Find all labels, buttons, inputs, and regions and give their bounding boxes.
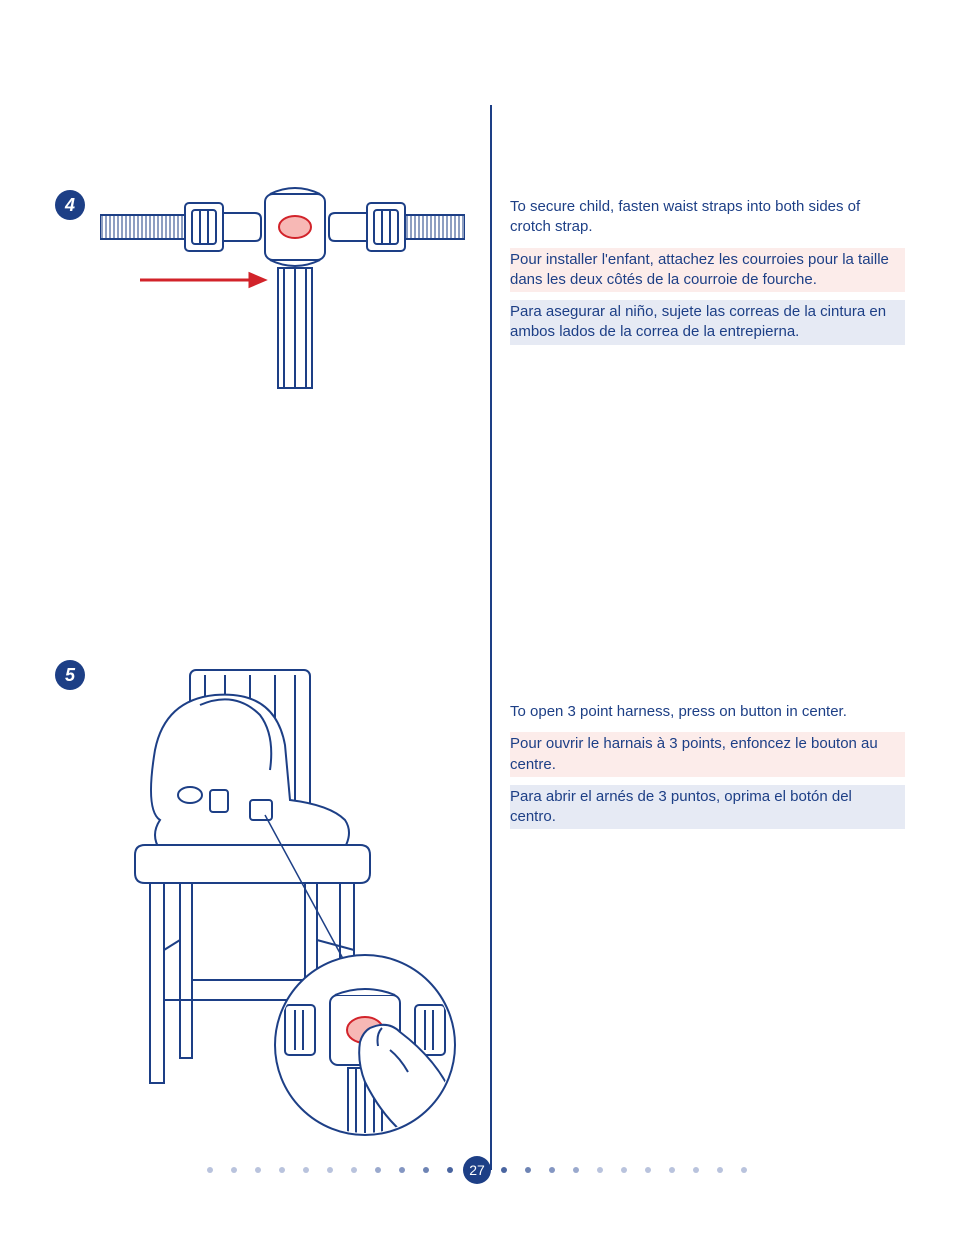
footer-dot [327, 1167, 333, 1173]
footer-dot [231, 1167, 237, 1173]
footer-dot [375, 1167, 381, 1173]
footer-dot [525, 1167, 531, 1173]
footer-dots-right [501, 1167, 747, 1173]
step4-fr: Pour installer l'enfant, attachez les co… [510, 248, 905, 293]
step4-en: To secure child, fasten waist straps int… [510, 195, 905, 240]
step5-es: Para abrir el arnés de 3 puntos, oprima … [510, 785, 905, 830]
footer-dot [303, 1167, 309, 1173]
footer-dot [423, 1167, 429, 1173]
step5-fr: Pour ouvrir le harnais à 3 points, enfon… [510, 732, 905, 777]
page-number: 27 [463, 1156, 491, 1184]
footer-dot [717, 1167, 723, 1173]
footer-dot [279, 1167, 285, 1173]
footer-dot [549, 1167, 555, 1173]
footer-dot [669, 1167, 675, 1173]
footer-dot [645, 1167, 651, 1173]
step-badge-5: 5 [55, 660, 85, 690]
step5-text: To open 3 point harness, press on button… [510, 700, 905, 837]
footer-dot [573, 1167, 579, 1173]
footer-dot [447, 1167, 453, 1173]
illustration-highchair [90, 650, 470, 1150]
footer-dot [351, 1167, 357, 1173]
page-footer: 27 [0, 1155, 954, 1185]
vertical-divider [490, 105, 492, 1170]
step-badge-4: 4 [55, 190, 85, 220]
footer-dot [693, 1167, 699, 1173]
footer-dot [255, 1167, 261, 1173]
manual-page: 4 [0, 0, 954, 1235]
footer-dot [621, 1167, 627, 1173]
step4-es: Para asegurar al niño, sujete las correa… [510, 300, 905, 345]
step4-text: To secure child, fasten waist straps int… [510, 195, 905, 353]
illustration-buckle [100, 180, 465, 400]
footer-dots-left [207, 1167, 453, 1173]
step5-en: To open 3 point harness, press on button… [510, 700, 905, 724]
footer-dot [597, 1167, 603, 1173]
footer-dot [399, 1167, 405, 1173]
footer-dot [207, 1167, 213, 1173]
footer-dot [501, 1167, 507, 1173]
footer-dot [741, 1167, 747, 1173]
